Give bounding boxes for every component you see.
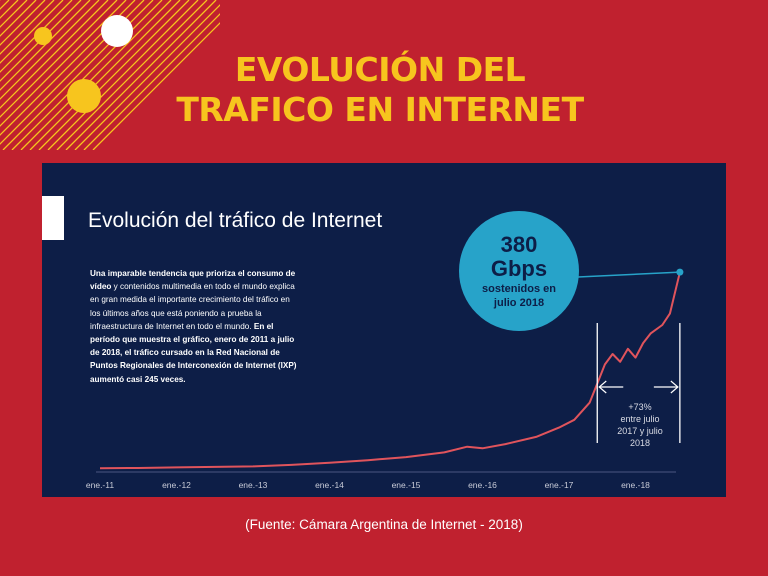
paragraph-segment: Una imparable tendencia que prioriza el … (90, 269, 296, 292)
line-chart: ene.-11 ene.-12 ene.-13 ene.-14 ene.-15 ene.-… (86, 268, 684, 490)
stripe-line (83, 13, 220, 150)
stripe-line (0, 0, 37, 37)
growth-annotation-line-3: 2017 y julio (617, 426, 663, 436)
stripe-line (38, 0, 190, 150)
endpoint-marker (676, 268, 684, 276)
chart-panel: Evolución del tráfico de Internet Una im… (42, 163, 726, 497)
paragraph-segment: En el período que muestra el gráfico, en… (90, 321, 297, 384)
stripe-line (0, 0, 73, 73)
x-tick-label: ene.-18 (621, 480, 650, 490)
callout-value: 380 (500, 232, 538, 257)
x-tick-label: ene.-13 (239, 480, 268, 490)
stripe-line (0, 0, 91, 91)
stripe-line (0, 0, 64, 64)
growth-annotation-line-4: 2018 (629, 438, 651, 448)
stripe-line (65, 0, 217, 150)
x-tick-label: ene.-14 (315, 480, 344, 490)
stripe-line (56, 0, 208, 150)
stripe-line (20, 0, 172, 150)
growth-annotation-line-1: +73% (628, 402, 652, 412)
x-tick-label: ene.-17 (545, 480, 574, 490)
stripe-line (0, 0, 100, 100)
stripe-line (0, 0, 55, 55)
white-dot (101, 15, 133, 47)
stripe-line (11, 0, 163, 150)
source-caption: (Fuente: Cámara Argentina de Internet - … (245, 517, 523, 532)
growth-annotation-line-2: entre julio (620, 414, 660, 424)
x-tick-label: ene.-15 (392, 480, 421, 490)
title-accent-bar (42, 196, 64, 240)
stripe-line (0, 0, 118, 118)
bracket-arrowhead-left (598, 380, 607, 394)
x-tick-label: ene.-16 (468, 480, 497, 490)
description-paragraph: Una imparable tendencia que prioriza el … (90, 267, 302, 386)
growth-annotation: +73% entre julio 2017 y julio 2018 (602, 401, 678, 449)
stripe-line (92, 22, 220, 150)
chart-title: Evolución del tráfico de Internet (88, 209, 383, 232)
callout-line-1: sostenidos en (482, 283, 556, 295)
yellow-dot-small (34, 27, 52, 45)
callout-bubble: 380 Gbps sostenidos en julio 2018 (459, 211, 579, 331)
yellow-dot-large (67, 79, 101, 113)
slide-title: EVOLUCIÓN DEL TRAFICO EN INTERNET (120, 50, 640, 130)
stripe-line (0, 0, 28, 28)
slide-title-line-2: TRAFICO EN INTERNET (176, 90, 584, 129)
stripe-line (29, 0, 181, 150)
slide-title-line-1: EVOLUCIÓN DEL (234, 50, 526, 89)
decorative-stripes (0, 0, 220, 150)
stripe-line (0, 0, 82, 82)
stripe-line (0, 0, 109, 109)
x-tick-label: ene.-12 (162, 480, 191, 490)
paragraph-segment: y contenidos multimedia en todo el mundo… (90, 282, 295, 331)
callout-line-2: julio 2018 (493, 297, 545, 309)
stripe-line (47, 0, 199, 150)
callout-connector (577, 271, 680, 278)
x-tick-label: ene.-11 (86, 480, 114, 490)
stripe-line (0, 0, 46, 46)
series-line (99, 271, 681, 470)
bracket-arrowhead-right (670, 380, 679, 394)
stripe-line (74, 4, 220, 150)
callout-unit: Gbps (490, 256, 548, 281)
